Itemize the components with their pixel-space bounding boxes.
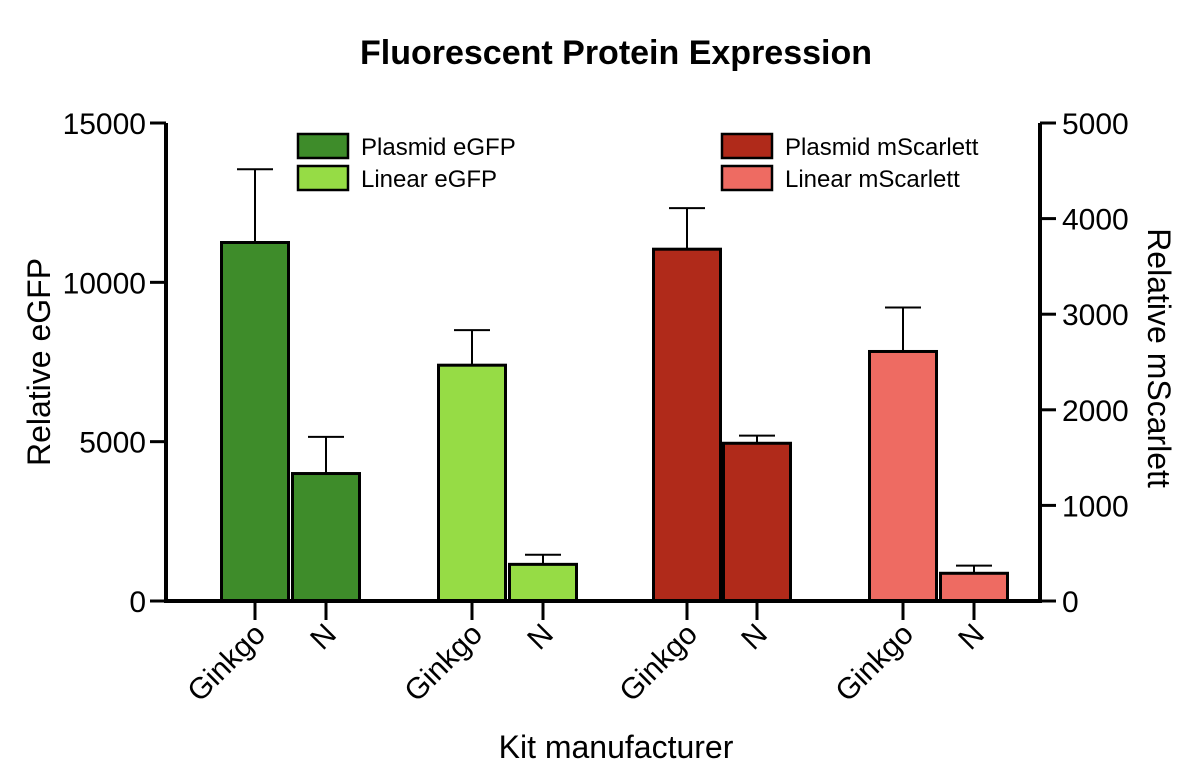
category-label-linear-mscarlett-n: N [952, 618, 991, 657]
left-tick-label-10000: 10000 [63, 267, 146, 300]
right-tick-label-0: 0 [1062, 586, 1079, 619]
left-tick-label-5000: 5000 [79, 427, 146, 460]
bar-linear-mscarlett-n [939, 571, 1009, 603]
legend-swatch-linear-egfp [296, 164, 350, 192]
right-axis-label: Relative mScarlett [1141, 228, 1177, 488]
bar-linear-mscarlett-ginkgo [868, 349, 938, 603]
legend-swatch-linear-mscarlett [720, 164, 774, 192]
x-axis-label: Kit manufacturer [499, 729, 734, 765]
category-label-plasmid-egfp-ginkgo: Ginkgo [181, 618, 272, 709]
legend-label-linear-mscarlett: Linear mScarlett [785, 166, 960, 193]
category-label-plasmid-mscarlett-ginkgo: Ginkgo [613, 618, 704, 709]
bar-plasmid-egfp-ginkgo [220, 241, 290, 603]
left-axis-label: Relative eGFP [21, 258, 57, 466]
bar-linear-egfp-n [508, 562, 578, 603]
category-label-plasmid-mscarlett-n: N [735, 618, 774, 657]
category-label-linear-mscarlett-ginkgo: Ginkgo [829, 618, 920, 709]
bars-group [220, 241, 1009, 603]
error-bars-group [237, 168, 992, 574]
legend-swatch-plasmid-mscarlett [720, 132, 774, 160]
bar-plasmid-mscarlett-n [722, 441, 792, 603]
right-tick-label-1000: 1000 [1062, 490, 1129, 523]
bar-plasmid-egfp-n [291, 472, 361, 603]
legend-label-plasmid-egfp: Plasmid eGFP [361, 134, 516, 161]
category-ticks-group: Ginkgo N Ginkgo N Ginkgo N Ginkgo N [181, 601, 991, 708]
left-tick-label-0: 0 [129, 586, 146, 619]
legend: Plasmid eGFP Linear eGFP Plasmid mScarlett… [296, 132, 979, 193]
legend-swatch-plasmid-egfp [296, 132, 350, 160]
chart-title: Fluorescent Protein Expression [360, 34, 872, 72]
right-tick-label-3000: 3000 [1062, 299, 1129, 332]
bar-plasmid-mscarlett-ginkgo [652, 247, 722, 603]
right-tick-label-2000: 2000 [1062, 395, 1129, 428]
category-label-plasmid-egfp-n: N [304, 618, 343, 657]
legend-label-linear-egfp: Linear eGFP [361, 166, 497, 193]
category-label-linear-egfp-n: N [521, 618, 560, 657]
right-ticks-group: 0 1000 2000 3000 4000 5000 [1040, 108, 1129, 619]
legend-label-plasmid-mscarlett: Plasmid mScarlett [785, 134, 979, 161]
right-tick-label-5000: 5000 [1062, 108, 1129, 141]
right-tick-label-4000: 4000 [1062, 204, 1129, 237]
category-label-linear-egfp-ginkgo: Ginkgo [398, 618, 489, 709]
left-tick-label-15000: 15000 [63, 108, 146, 141]
bar-linear-egfp-ginkgo [437, 363, 507, 603]
left-ticks-group: 0 5000 10000 15000 [63, 108, 166, 619]
